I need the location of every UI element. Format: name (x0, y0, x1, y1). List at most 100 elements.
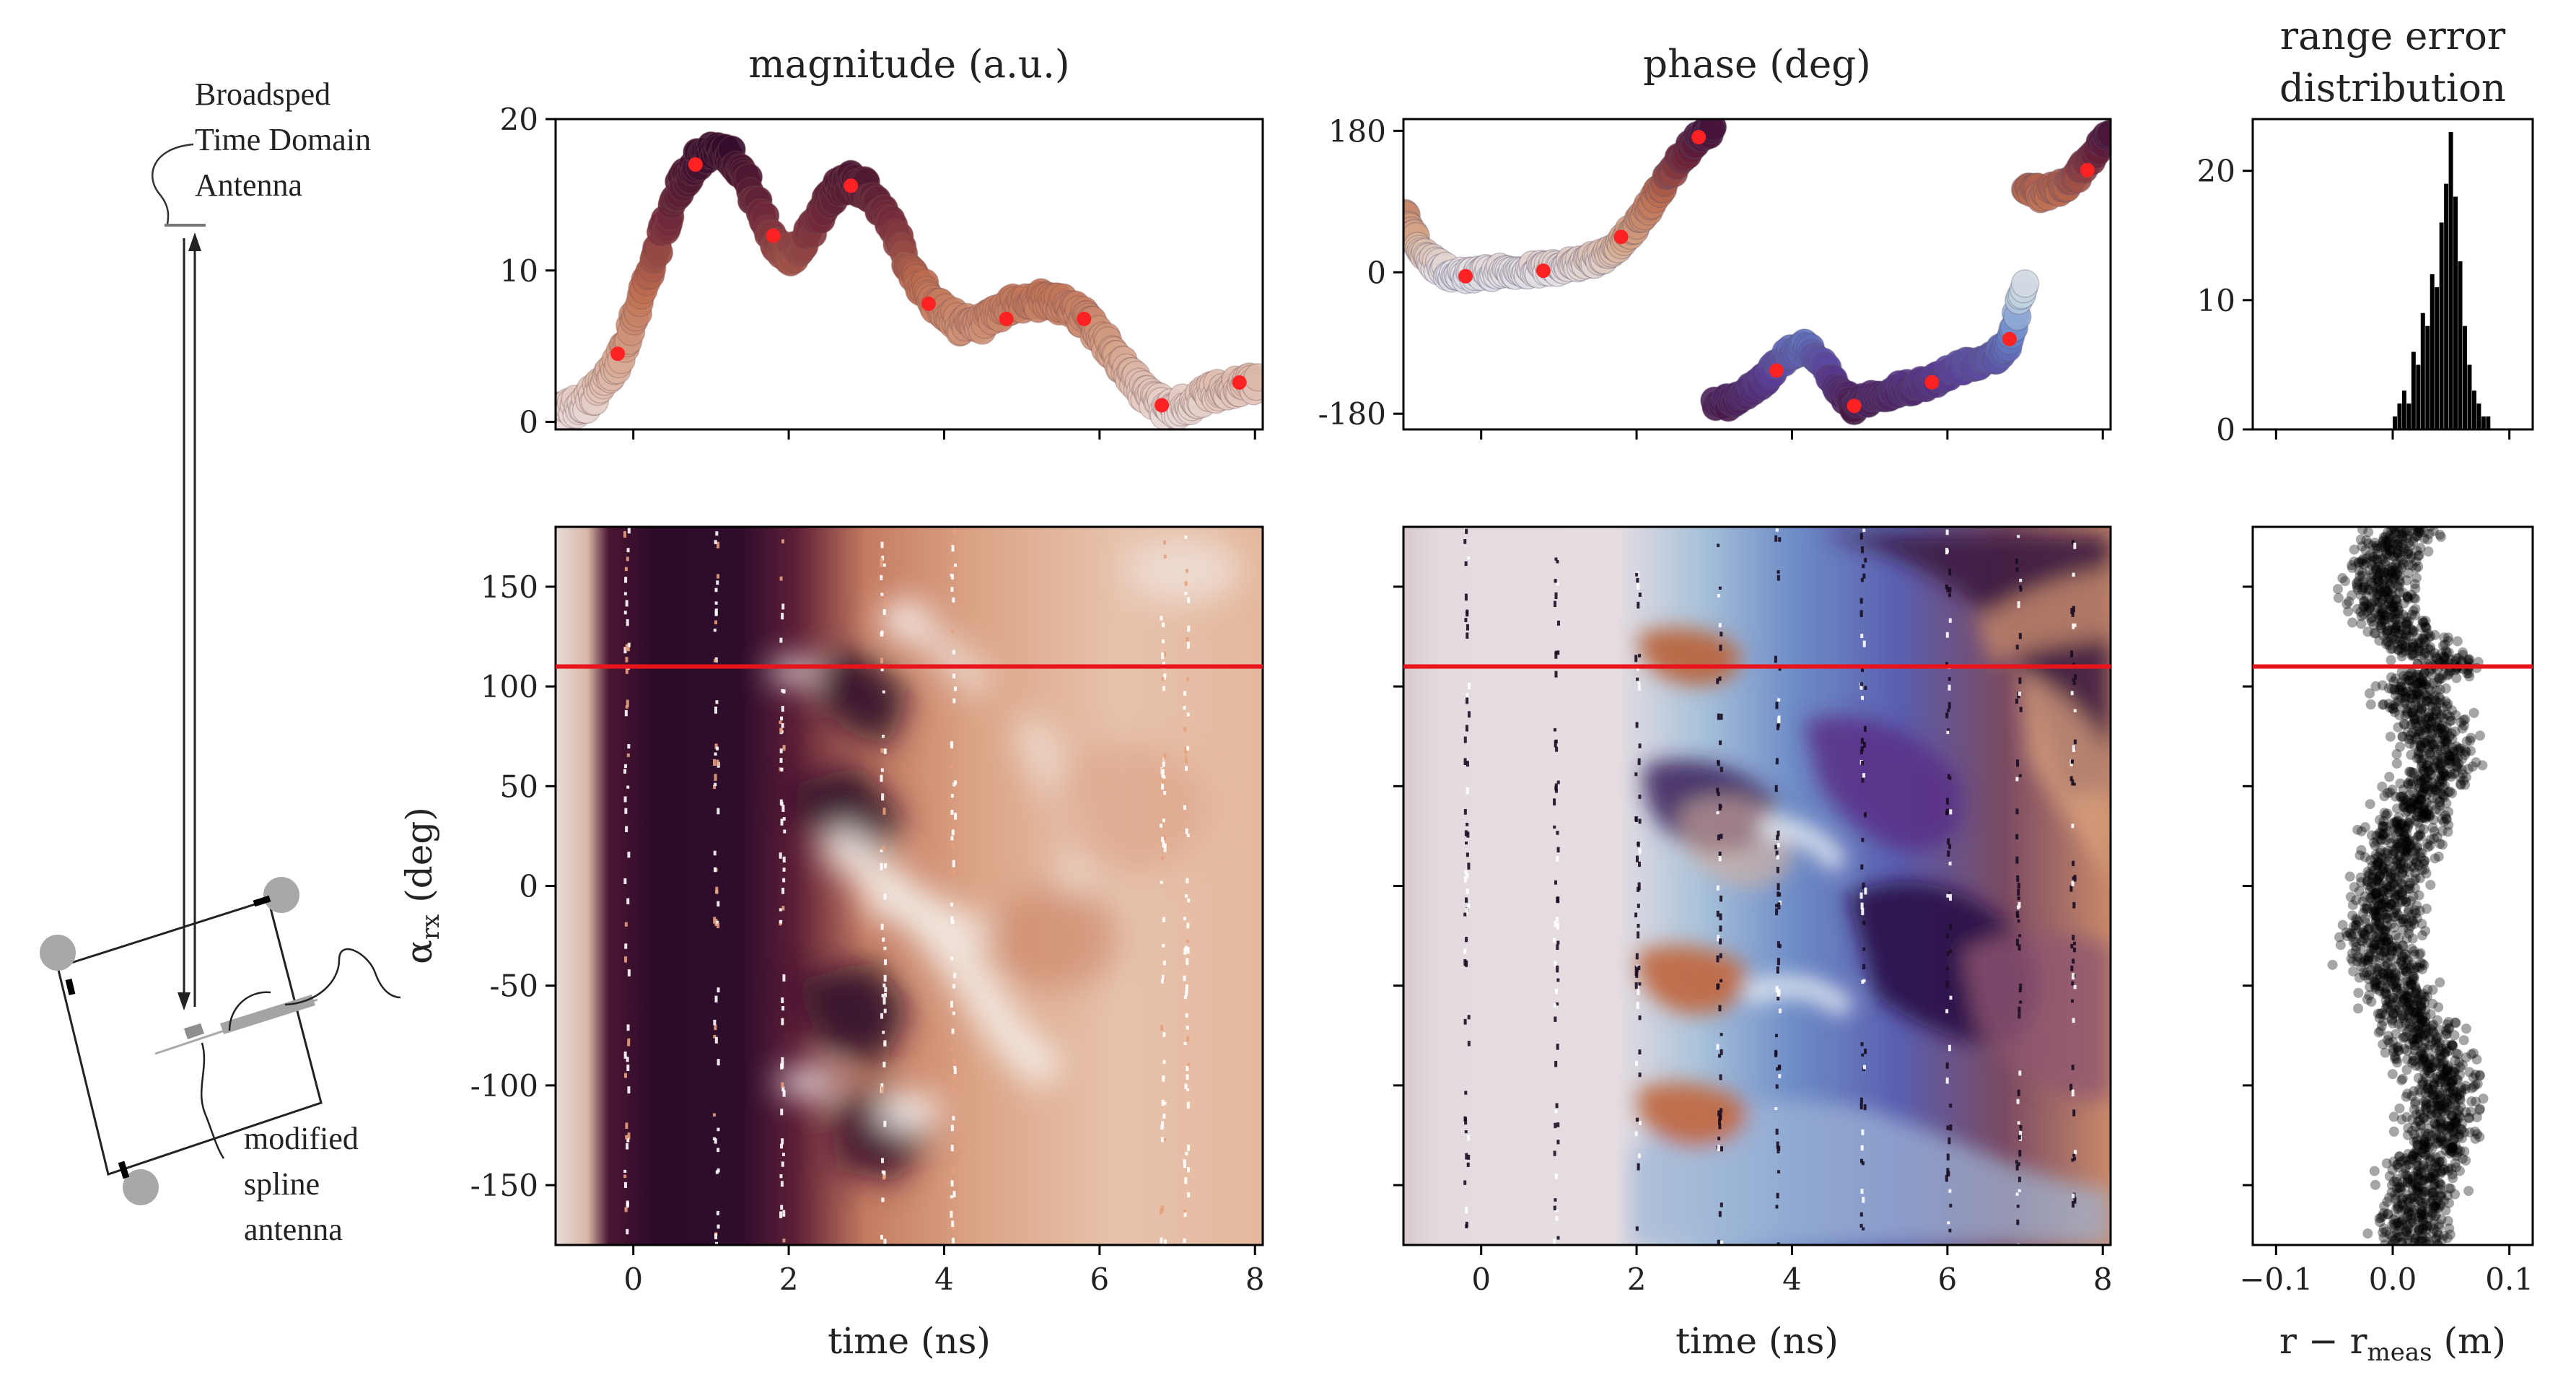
speckle-pixel (1554, 1060, 1558, 1067)
speckle-pixel (1635, 572, 1639, 577)
range-sample (2430, 1108, 2441, 1119)
range-error-label: r − rmeas (m) (2279, 1320, 2506, 1367)
range-sample (2378, 968, 2389, 979)
range-sample (2426, 1062, 2437, 1073)
range-sample (2449, 1118, 2460, 1129)
range-sample (2391, 856, 2402, 867)
range-sample (2414, 860, 2424, 871)
speckle-pixel (883, 894, 887, 900)
range-sample (2452, 636, 2463, 647)
range-sample (2422, 1204, 2433, 1215)
speckle-pixel (952, 1087, 956, 1093)
range-sample (2395, 851, 2406, 862)
range-sample (2430, 1162, 2441, 1173)
y-tick-label: 150 (481, 569, 538, 605)
range-sample (2435, 1123, 2445, 1134)
speckle-pixel (1777, 1170, 1781, 1174)
speckle-pixel (1947, 838, 1950, 845)
speckle-pixel (950, 794, 954, 798)
range-sample (2418, 1029, 2429, 1040)
range-sample (2392, 1198, 2403, 1209)
range-sample (2382, 958, 2393, 969)
range-sample (2417, 1021, 2427, 1032)
range-sample (2369, 907, 2380, 918)
range-sample (2380, 932, 2391, 943)
range-sample (2441, 1097, 2452, 1108)
speckle-pixel (1776, 867, 1779, 873)
speckle-pixel (1716, 955, 1719, 963)
range-sample (2376, 886, 2387, 896)
range-sample (2413, 1021, 2424, 1031)
speckle-pixel (1778, 1008, 1782, 1013)
range-sample (2417, 1076, 2428, 1087)
range-sample (2390, 1235, 2401, 1245)
range-sample (2403, 1174, 2414, 1184)
range-sample (2415, 948, 2426, 958)
range-sample (2440, 1048, 2450, 1059)
speckle-pixel (1864, 812, 1867, 818)
speckle-pixel (1774, 844, 1778, 849)
range-sample (2421, 1184, 2432, 1195)
range-sample (2391, 985, 2402, 996)
speckle-pixel (1638, 654, 1642, 657)
histogram-bar (2467, 364, 2472, 429)
range-sample (2410, 873, 2421, 884)
speckle-pixel (952, 597, 955, 603)
range-sample (2359, 929, 2370, 940)
speckle-pixel (1556, 940, 1560, 945)
range-sample (2393, 866, 2404, 877)
speckle-pixel (1160, 1025, 1164, 1031)
speckle-pixel (1183, 917, 1186, 921)
range-sample (2435, 1179, 2446, 1190)
range-sample (2409, 999, 2419, 1010)
range-sample (2358, 926, 2369, 937)
range-sample (2448, 1066, 2458, 1077)
speckle-pixel (1946, 587, 1950, 593)
range-sample (2387, 1069, 2398, 1080)
range-sample (2383, 1208, 2393, 1219)
speckle-pixel (952, 1075, 956, 1080)
range-sample (2409, 1008, 2420, 1018)
speckle-pixel (2072, 947, 2076, 953)
range-sample (2365, 799, 2375, 810)
range-sample (2413, 830, 2424, 841)
range-sample (2367, 830, 2378, 841)
range-sample (2396, 989, 2406, 1000)
range-sample (2448, 1075, 2458, 1086)
speckle-pixel (781, 997, 784, 1003)
range-sample (2388, 898, 2399, 909)
range-sample (2402, 1220, 2413, 1231)
speckle-pixel (2015, 1160, 2018, 1164)
range-sample (2406, 1193, 2417, 1204)
speckle-pixel (623, 531, 626, 538)
range-sample (2424, 1173, 2435, 1184)
speckle-pixel (626, 753, 630, 757)
range-sample (2411, 1182, 2422, 1193)
speckle-pixel (1777, 698, 1781, 702)
range-sample (2344, 927, 2355, 938)
range-sample (2368, 909, 2379, 920)
speckle-pixel (1556, 620, 1560, 626)
range-sample (2463, 1112, 2474, 1123)
range-sample (2364, 948, 2375, 959)
range-sample (2375, 847, 2386, 858)
range-sample (2382, 1197, 2393, 1207)
range-sample (2406, 1202, 2417, 1213)
speckle-pixel (1556, 978, 1560, 982)
speckle-pixel (2072, 1018, 2075, 1023)
range-sample (2419, 864, 2430, 875)
range-sample (2373, 899, 2384, 910)
speckle-pixel (1162, 840, 1165, 848)
range-sample (2443, 1017, 2454, 1028)
range-sample (2420, 1104, 2431, 1114)
range-sample (2468, 1081, 2479, 1092)
range-sample (2448, 1118, 2459, 1129)
range-sample (2440, 683, 2451, 694)
range-sample (2407, 1177, 2418, 1188)
speckle-pixel (1553, 938, 1556, 943)
speckle-pixel (1184, 1177, 1188, 1184)
range-sample (2377, 1008, 2388, 1018)
speckle-pixel (1554, 650, 1558, 655)
top-antenna-label-line1: Broadsped (195, 77, 330, 112)
